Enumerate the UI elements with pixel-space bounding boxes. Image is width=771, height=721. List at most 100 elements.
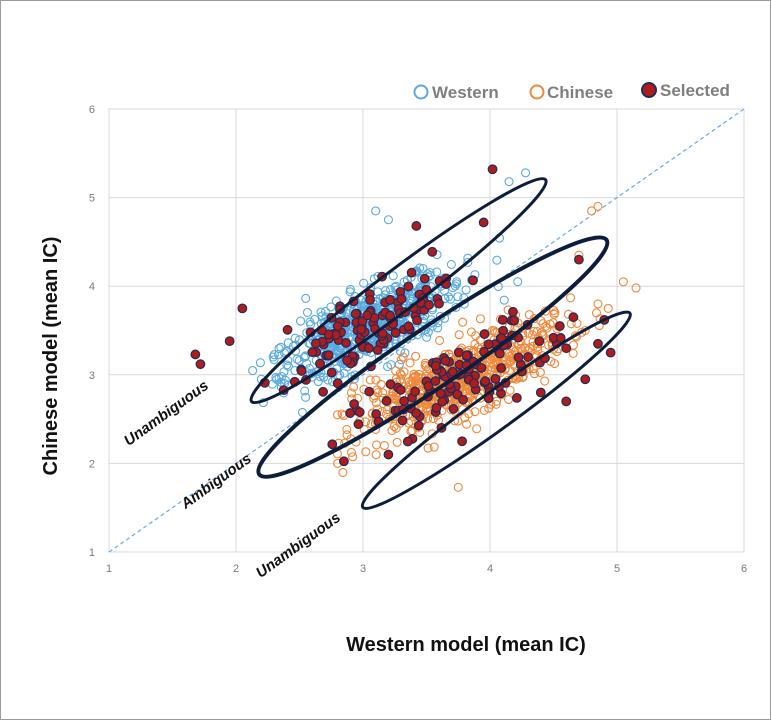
chinese-point: [472, 424, 482, 434]
selected-point: [224, 336, 235, 347]
western-point: [271, 372, 281, 383]
chinese-point: [570, 331, 580, 341]
legend-selected-label: Selected: [660, 81, 730, 100]
chinese-point: [591, 308, 602, 318]
western-point: [446, 294, 456, 304]
western-point: [326, 302, 336, 312]
annotation-ambiguous: Ambiguous: [177, 450, 255, 513]
ambiguous-region-ellipse: [256, 235, 610, 479]
selected-point: [381, 396, 392, 406]
chinese-point: [538, 319, 548, 329]
western-point: [301, 392, 311, 402]
selected-point: [483, 339, 494, 350]
chinese-point: [532, 326, 542, 337]
western-point: [292, 354, 302, 364]
chinese-point: [458, 317, 468, 327]
selected-point: [356, 324, 367, 335]
legend-western-marker: [413, 84, 429, 100]
western-point: [450, 281, 460, 291]
western-point: [274, 350, 284, 360]
selected-point: [390, 327, 401, 338]
chinese-point: [475, 314, 485, 324]
legend-chinese-label: Chinese: [547, 83, 613, 102]
selected-point: [345, 408, 356, 418]
selected-point: [362, 310, 373, 321]
selected-point: [479, 329, 490, 340]
selected-point: [431, 402, 442, 413]
selected-point: [554, 321, 565, 331]
chinese-point: [479, 405, 489, 415]
x-axis-title: Western model (mean IC): [346, 634, 586, 656]
selected-point: [237, 303, 248, 314]
western-point: [446, 259, 456, 270]
chinese-point: [398, 352, 408, 362]
western-point: [499, 295, 509, 305]
chinese-point: [391, 423, 401, 433]
chinese-point: [389, 421, 399, 431]
chinese-point: [593, 201, 603, 212]
selected-point: [509, 315, 520, 326]
selected-point: [494, 348, 505, 359]
western-point: [433, 323, 443, 333]
western-point: [388, 271, 398, 281]
chinese-point: [371, 440, 382, 450]
selected-point: [411, 408, 422, 419]
y-tick-label: 1: [89, 547, 95, 559]
x-tick-label: 3: [360, 563, 366, 575]
chinese-point: [491, 399, 501, 409]
region-ellipses: [249, 177, 632, 510]
western-point: [269, 355, 279, 365]
western-point: [461, 285, 471, 295]
selected-point: [411, 221, 422, 231]
chinese-point: [545, 319, 555, 329]
chinese-point: [603, 303, 613, 313]
selected-point: [396, 294, 407, 304]
chinese-point: [422, 366, 432, 376]
chinese-point: [568, 348, 578, 358]
selected-point: [574, 254, 584, 265]
chinese-point: [378, 388, 388, 398]
chinese-point: [396, 355, 406, 365]
chinese-point: [346, 388, 356, 398]
selected-point: [318, 386, 328, 397]
western-point: [274, 373, 284, 383]
chinese-point: [361, 447, 371, 457]
selected-point: [327, 439, 338, 450]
western-point: [301, 293, 311, 303]
western-point: [297, 407, 308, 417]
chinese-point: [487, 362, 497, 372]
selected-point: [406, 267, 417, 278]
legend-chinese-marker: [529, 84, 545, 100]
selected-point: [496, 363, 507, 373]
selected-point: [342, 355, 352, 366]
western-point: [513, 277, 523, 287]
unambiguous-region-ellipse: [249, 177, 548, 405]
western-point: [300, 386, 310, 396]
selected-series: [190, 164, 616, 467]
selected-point: [282, 324, 293, 335]
selected-point: [593, 338, 603, 349]
western-point: [248, 366, 258, 376]
chinese-point: [540, 376, 550, 386]
selected-point: [605, 347, 616, 358]
western-point: [400, 348, 410, 358]
western-point: [279, 367, 289, 377]
selected-point: [372, 345, 383, 355]
chinese-point: [535, 367, 545, 377]
x-tick-label: 2: [233, 563, 239, 575]
chinese-point: [405, 358, 415, 368]
selected-point: [497, 314, 508, 325]
western-point: [463, 257, 473, 268]
chinese-point: [529, 369, 539, 379]
chinese-point: [414, 369, 424, 379]
chinese-point: [342, 424, 352, 435]
selected-point: [296, 366, 307, 376]
x-tick-label: 4: [487, 563, 493, 575]
chinese-point: [503, 394, 514, 405]
chinese-point: [332, 410, 343, 420]
selected-point: [385, 310, 395, 321]
selected-point: [399, 396, 410, 406]
chinese-point: [391, 366, 401, 376]
selected-point: [535, 387, 546, 398]
selected-point: [430, 360, 441, 371]
